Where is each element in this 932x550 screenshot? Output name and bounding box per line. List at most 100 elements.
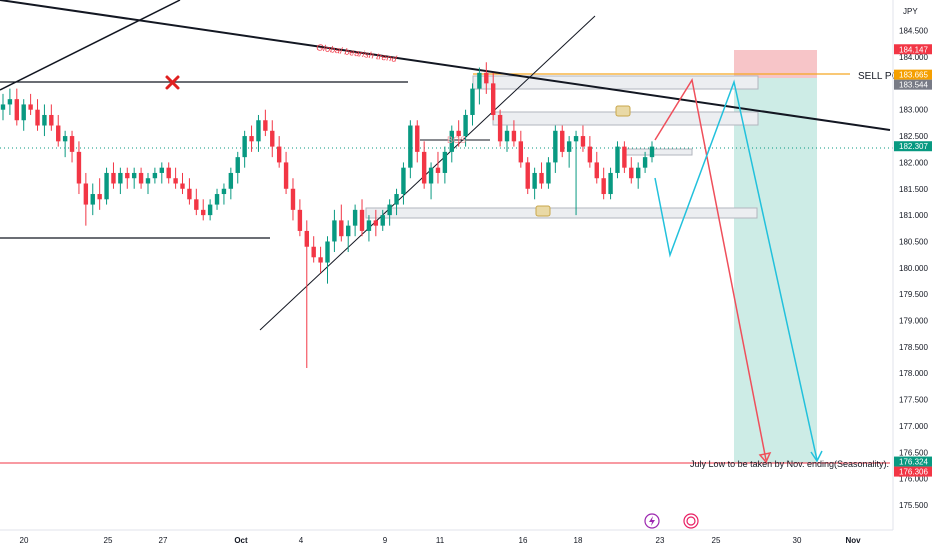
ascending-trendline [259,15,596,331]
candle [304,220,309,368]
candle [276,136,282,168]
candle-body [131,172,137,179]
red-arrow-head [758,451,772,464]
candle [477,67,482,105]
candle [83,172,89,226]
time-axis[interactable]: 20 25 27 Oct 4 9 11 16 18 23 25 30 Nov [20,536,862,545]
candle-body [580,136,586,147]
candle-body [401,167,406,195]
candle [587,136,593,168]
candle-body [435,167,441,173]
price-label-text: 182.307 [899,142,928,151]
candle-body [180,183,185,189]
candle [415,120,420,163]
candle [159,162,164,184]
candle [394,188,399,216]
flash-event-icon[interactable] [644,513,660,529]
price-tick-label: 181.500 [899,185,928,194]
candle [546,157,551,189]
candle [263,109,268,137]
candle-body [297,209,303,231]
sell-poi-label: SELL POI [858,71,902,82]
candle [339,204,344,242]
candle-body [352,209,358,226]
candle-body [83,183,89,205]
price-label-badge: 183.665 [894,69,932,80]
candle [380,209,385,231]
candle [76,141,82,195]
candle-body [594,162,599,179]
candle-body [256,120,261,142]
upper-left-trendline [0,0,181,91]
candle [484,62,489,94]
candle-body [421,151,427,184]
candle-body [207,204,213,216]
candle-body [235,157,240,173]
red-projection-path [654,77,767,461]
demand-zone [365,207,758,219]
candle [62,130,68,158]
candle-body [629,167,634,179]
candle-body [62,136,68,142]
zone-marker-icon [615,105,631,117]
candle [566,136,572,168]
candle-body [221,188,227,195]
candle-body [408,125,413,168]
candle [7,88,13,115]
candle-body [138,172,144,184]
candle [90,183,95,216]
candle-body [366,220,372,231]
candle-body [484,72,489,84]
candle [553,125,558,173]
price-tick-label: 175.500 [899,501,928,510]
candle [615,141,620,179]
candle-body [532,172,537,189]
candle-body [111,172,116,184]
candle-body [415,125,420,152]
candle [242,130,247,168]
candle [504,125,510,152]
candle [463,109,468,147]
candle [311,236,316,263]
candle [152,167,158,184]
candle [180,172,185,195]
candle [491,72,496,121]
candle [332,209,337,253]
candle [511,120,517,147]
earnings-event-icon[interactable] [683,513,699,529]
candle-body [104,172,109,200]
candle [594,151,599,184]
candle-body [573,136,579,142]
price-label-text: 184.147 [899,45,928,54]
candle [573,130,579,216]
candle-body [270,130,275,147]
candle-body [566,141,572,152]
candle [366,215,372,242]
time-tick-label: 27 [159,536,168,545]
candle-body [642,157,648,168]
candle-body [649,146,655,158]
candle [401,162,406,205]
price-label-badge: 176.306 [894,466,932,477]
candle [497,109,503,147]
candles [0,62,655,368]
candle [145,172,151,195]
candle [249,125,254,152]
candle [297,199,303,237]
candle-body [394,194,399,205]
candle [622,141,627,173]
candle-body [14,99,20,121]
candle-body [90,194,95,205]
price-label-text: 183.665 [899,71,928,80]
candle-body [201,209,206,216]
price-tick-label: 182.500 [899,132,928,141]
candle-body [546,162,551,184]
candle-body [587,146,593,163]
candle-body [553,130,558,163]
candle-body [525,162,530,189]
candle-body [290,188,296,210]
candle [207,199,213,221]
global-bearish-trendline [0,0,891,131]
candle-body [7,99,13,105]
